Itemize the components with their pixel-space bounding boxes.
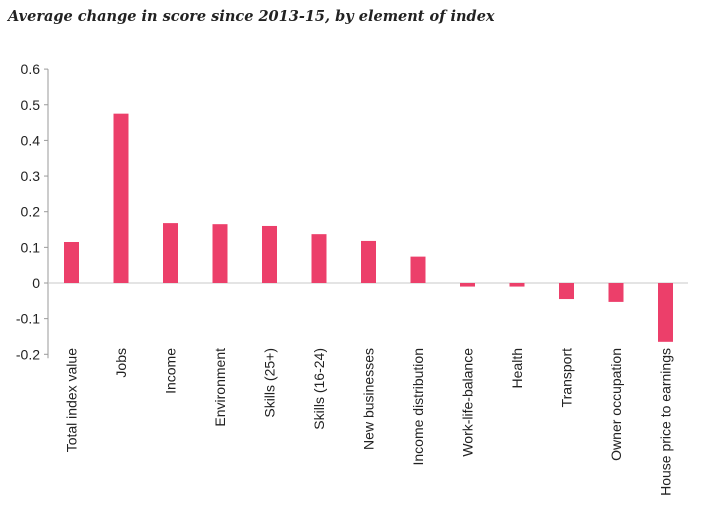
bar [262,225,277,283]
x-category-label: Skills (25+) [262,348,278,418]
bar [64,242,79,283]
x-category-label: Skills (16-24) [311,348,327,430]
bar [163,223,178,283]
bars-group [64,113,673,342]
y-tick-label: 0.1 [21,239,41,255]
y-tick-label: 0.6 [21,61,41,77]
y-tick-label: 0 [32,275,40,291]
x-category-label: House price to earnings [658,348,674,496]
bar [608,283,624,302]
bar [658,283,673,342]
y-tick-label: -0.2 [16,346,40,362]
bar [113,113,129,283]
x-category-label: Jobs [113,348,129,378]
bar [509,283,525,287]
bar [311,234,327,283]
bar [212,224,228,283]
y-tick-label: 0.5 [21,97,41,113]
bar [559,283,574,300]
x-category-label: New businesses [361,348,377,450]
bar [410,256,426,283]
y-tick-label: 0.3 [21,168,41,184]
x-category-label: Income distribution [410,348,426,466]
x-category-label: Health [509,348,525,388]
y-tick-label: -0.1 [16,311,40,327]
x-category-label: Environment [212,348,228,427]
bar [361,240,376,283]
y-tick-label: 0.4 [21,132,41,148]
chart-title: Average change in score since 2013-15, b… [8,8,495,25]
x-axis-labels: Total index value Jobs Income Environment Sk… [64,348,674,496]
x-category-label: Transport [559,348,575,408]
x-category-label: Income [163,348,179,394]
x-category-label: Work-life-balance [460,348,476,457]
y-axis: 0.6 0.5 0.4 0.3 0.2 0.1 0 -0.1 -0.2 [16,61,688,362]
bar [460,283,475,287]
x-category-label: Owner occupation [608,348,624,461]
y-tick-label: 0.2 [21,204,41,220]
x-category-label: Total index value [64,348,80,453]
